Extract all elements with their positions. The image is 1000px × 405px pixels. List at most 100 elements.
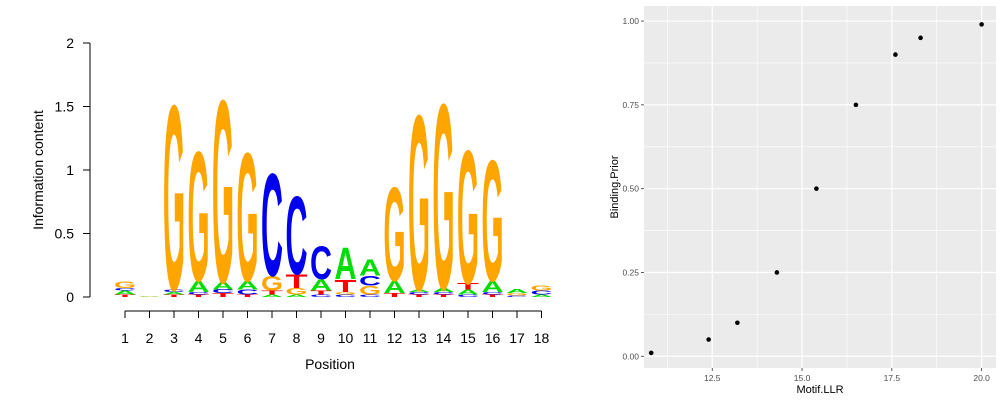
logo-letter-C: C: [114, 287, 136, 291]
logo-letter-C: C: [506, 295, 528, 297]
logo-letter-A: A: [212, 280, 234, 292]
logo-letter-C: C: [310, 238, 332, 290]
scatter-ticks: 12.5 15.0 17.5 20.0 0.00 0.25 0.50 0.75 1.00: [622, 16, 990, 383]
logo-letter-G: G: [163, 50, 185, 345]
logo-letter-G: G: [482, 126, 504, 319]
logo-x-tick-label: 3: [170, 330, 178, 346]
scatter-point: [853, 102, 859, 108]
logo-y-tick-label: 0: [66, 289, 74, 305]
logo-letter-C: C: [285, 175, 307, 299]
logo-letter-C: C: [236, 288, 258, 296]
logo-letter-C: C: [335, 294, 357, 298]
logo-letter-G: G: [359, 283, 381, 297]
logo-letter-A: A: [432, 287, 454, 293]
logo-x-tick-label: 13: [411, 330, 427, 346]
logo-letter-A: A: [310, 277, 332, 295]
logo-x-tick-label: 10: [338, 330, 354, 346]
logo-letter-A: A: [286, 294, 308, 298]
logo-letter-T: T: [261, 290, 283, 296]
logo-letter-G: G: [285, 287, 307, 297]
logo-letter-C: C: [359, 274, 381, 289]
logo-letter-G: G: [261, 272, 283, 296]
logo-x-tick-label: 4: [195, 330, 203, 346]
logo-letter-C: C: [188, 291, 210, 295]
logo-letter-T: T: [334, 276, 357, 296]
logo-letter-A: A: [335, 239, 357, 290]
logo-letter-C: C: [482, 291, 504, 295]
logo-letter-A: A: [408, 289, 430, 293]
logo-letter-A: A: [237, 278, 259, 292]
logo-letter-T: T: [212, 292, 234, 298]
scatter-x-axis-label: Motif.LLR: [796, 384, 843, 396]
logo-x-tick-label: 2: [146, 330, 154, 346]
logo-letter-C: C: [261, 144, 283, 307]
logo-letter-A: A: [163, 291, 185, 295]
scatter-panel: 12.5 15.0 17.5 20.0 0.00 0.25 0.50 0.75 1.00 Bin…: [560, 0, 1000, 400]
logo-letter-A: A: [139, 296, 161, 297]
logo-x-tick-label: 17: [509, 330, 525, 346]
logo-x-tick-label: 18: [534, 330, 550, 346]
logo-x-tick-label: 7: [268, 330, 276, 346]
logo-letter-C: C: [457, 294, 479, 298]
scatter-y-tick-label: 0.25: [622, 267, 639, 277]
logo-x-tick-label: 12: [387, 330, 403, 346]
scatter-y-tick-label: 0.50: [622, 184, 639, 194]
scatter-point: [918, 35, 923, 41]
logo-letter-T: T: [408, 294, 431, 298]
logo-letter-T: T: [482, 294, 505, 298]
logo-x-tick-label: 6: [244, 330, 252, 346]
logo-letter-T: T: [114, 294, 137, 298]
logo-letter-A: A: [481, 278, 503, 296]
logo-letter-G: G: [384, 159, 406, 310]
logo-x-axis-label: Position: [305, 356, 355, 372]
logo-letter-C: C: [163, 289, 185, 293]
logo-x-tick-label: 5: [219, 330, 227, 346]
scatter-point: [774, 270, 780, 275]
logo-letter-T: T: [457, 281, 479, 291]
logo-letter-G: G: [139, 296, 161, 297]
logo-letter-G: G: [114, 281, 136, 291]
logo-x-tick-label: 11: [363, 330, 378, 346]
logo-x-tick-label: 15: [460, 330, 476, 346]
logo-letter-T: T: [237, 294, 260, 298]
scatter-points: [648, 22, 984, 356]
logo-letter-G: G: [457, 111, 479, 324]
logo-y-axis-label: Information content: [30, 110, 46, 230]
logo-letter-T: T: [285, 271, 307, 292]
logo-letter-G: G: [212, 47, 234, 338]
logo-x-tick-label: 14: [436, 330, 452, 346]
logo-letter-A: A: [187, 278, 209, 296]
logo-letter-T: T: [310, 290, 332, 296]
scatter-plot-background: [644, 6, 996, 368]
logo-letter-T: T: [433, 294, 456, 298]
logo-letter-G: G: [237, 114, 259, 319]
logo-letter-A: A: [114, 290, 136, 296]
scatter-y-tick-label: 0.00: [622, 351, 639, 361]
logo-letter-A: A: [506, 288, 528, 294]
logo-x-tick-label: 16: [485, 330, 501, 346]
logo-x-tick-label: 8: [293, 330, 301, 346]
logo-letter-G: G: [531, 284, 553, 292]
logo-letter-G: G: [408, 63, 430, 343]
scatter-gridlines: [644, 6, 996, 368]
logo-letter-A: A: [531, 294, 553, 298]
logo-letter-C: C: [359, 294, 381, 298]
scatter-point: [814, 186, 819, 191]
logo-x-tick-label: 1: [121, 330, 129, 346]
scatter-point: [979, 22, 984, 27]
logo-letter-A: A: [359, 255, 381, 281]
scatter-point: [893, 52, 898, 57]
logo-letter-A: A: [457, 288, 479, 296]
logo-letter-C: C: [212, 288, 234, 294]
scatter-y-axis-label: Binding.Prior: [609, 155, 621, 218]
logo-letter-G: G: [433, 49, 455, 344]
scatter-chart: 12.5 15.0 17.5 20.0 0.00 0.25 0.50 0.75 1.00 Bin…: [609, 6, 996, 396]
logo-y-tick-label: 1.5: [55, 99, 75, 115]
logo-letter-G: G: [335, 291, 357, 295]
scatter-x-tick-label: 15.0: [794, 373, 811, 383]
logo-letter-T: T: [188, 294, 211, 298]
sequence-logo-chart: 00.511.521 2 3 4 5 6 7 8 9 10 11 12 13 14 15 16 17 18 TAC…: [30, 35, 553, 372]
logo-letter-G: G: [188, 114, 210, 321]
scatter-y-tick-label: 0.75: [622, 100, 639, 110]
